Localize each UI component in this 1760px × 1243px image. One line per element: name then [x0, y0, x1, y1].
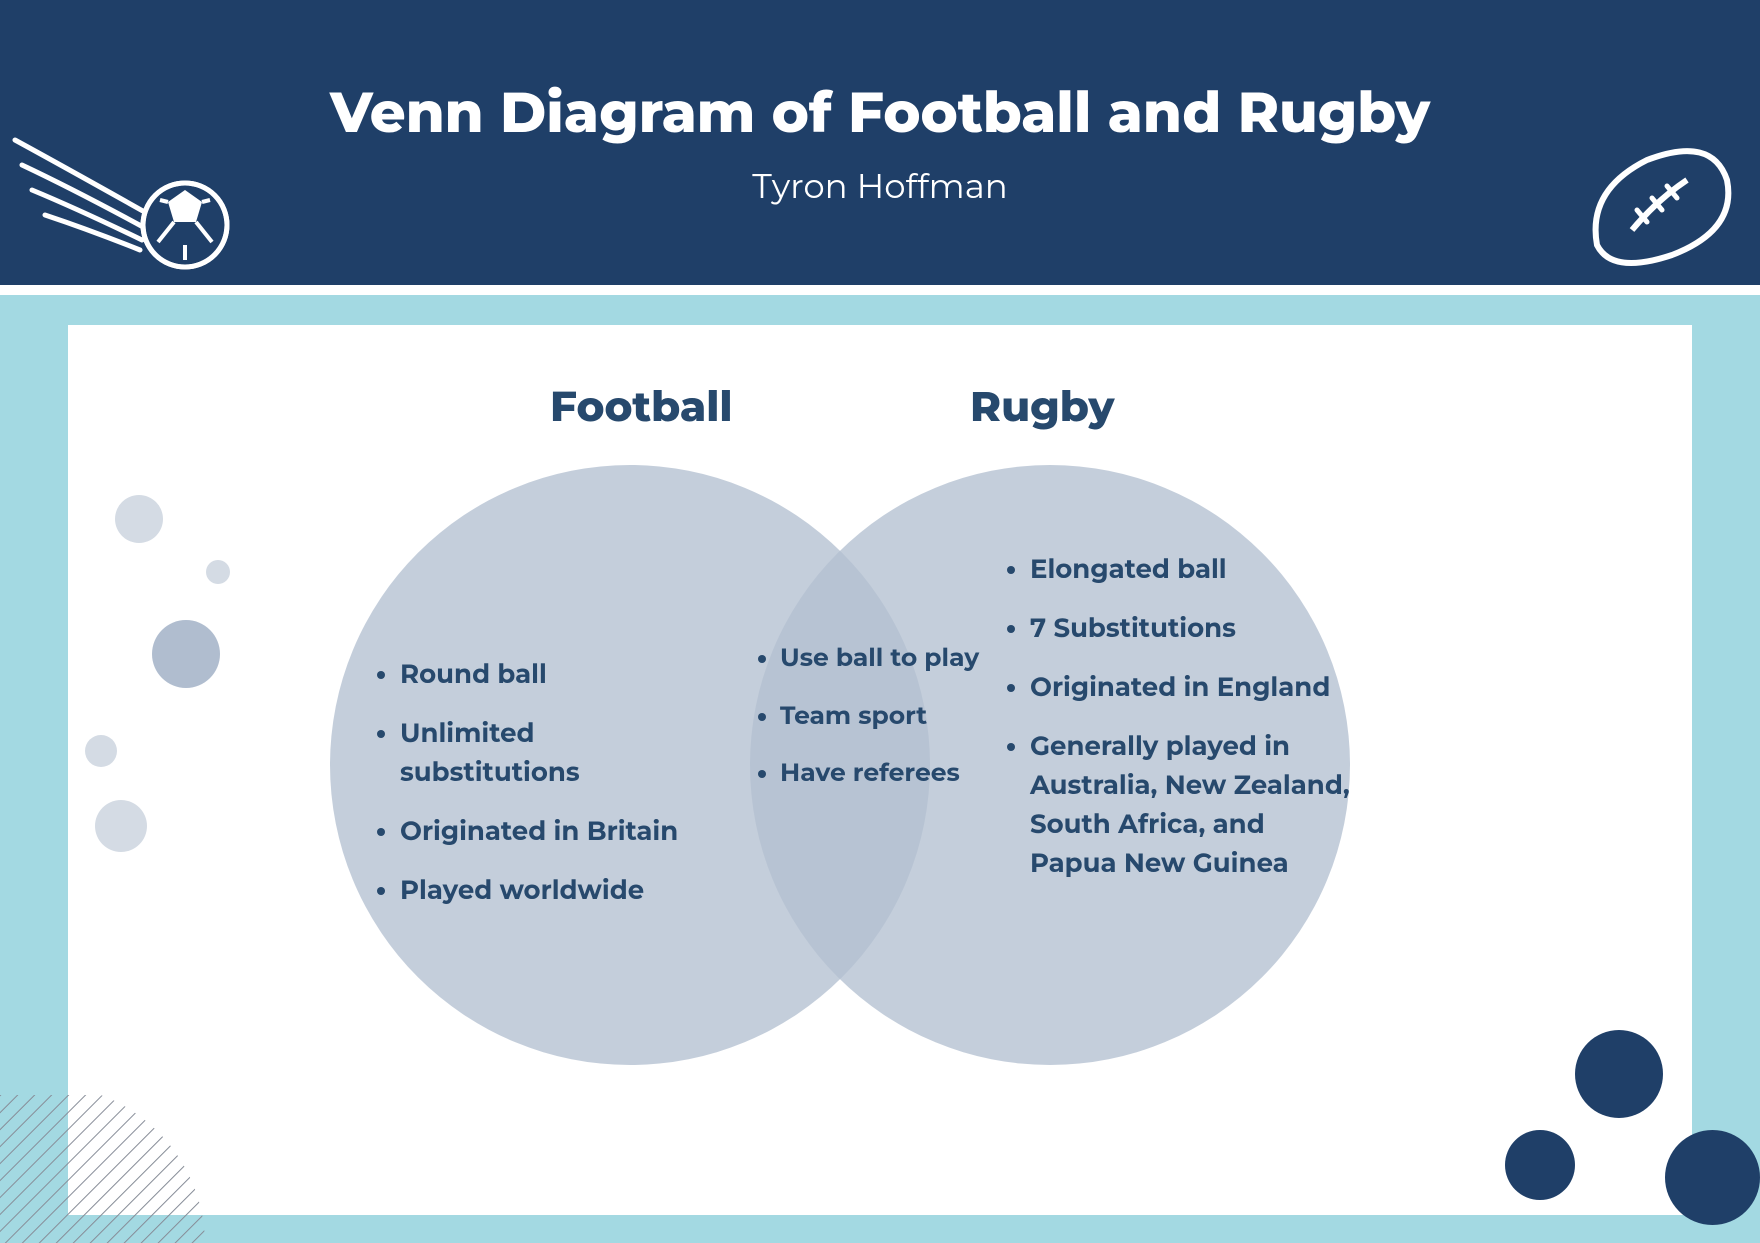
- venn-label-football: Football: [550, 380, 733, 432]
- hatch-pattern-icon: [0, 1095, 215, 1243]
- list-item: Played worldwide: [400, 871, 690, 910]
- rugby-items-list: Elongated ball 7 Substitutions Originate…: [1030, 550, 1350, 903]
- decorative-dot: [206, 560, 230, 584]
- list-item: Originated in England: [1030, 668, 1350, 707]
- list-item: Use ball to play: [780, 640, 990, 678]
- list-item: Originated in Britain: [400, 812, 690, 851]
- decorative-dot: [1575, 1030, 1663, 1118]
- intersection-items-list: Use ball to play Team sport Have referee…: [780, 640, 990, 813]
- list-item: Generally played in Australia, New Zeala…: [1030, 727, 1350, 883]
- list-item: Team sport: [780, 698, 990, 736]
- rugby-ball-icon: [1577, 140, 1742, 270]
- decorative-dot: [1505, 1130, 1575, 1200]
- header: Venn Diagram of Football and Rugby Tyron…: [0, 0, 1760, 285]
- page-title: Venn Diagram of Football and Rugby: [330, 79, 1430, 147]
- football-items-list: Round ball Unlimited substitutions Origi…: [400, 655, 690, 930]
- author-name: Tyron Hoffman: [752, 165, 1008, 207]
- venn-label-rugby: Rugby: [970, 380, 1114, 432]
- decorative-dot: [1665, 1130, 1760, 1225]
- list-item: Round ball: [400, 655, 690, 694]
- list-item: Elongated ball: [1030, 550, 1350, 589]
- list-item: 7 Substitutions: [1030, 609, 1350, 648]
- decorative-dot: [95, 800, 147, 852]
- decorative-dot: [85, 735, 117, 767]
- list-item: Have referees: [780, 755, 990, 793]
- soccer-ball-icon: [10, 130, 270, 270]
- venn-diagram: Football Rugby Round ball Unlimited subs…: [330, 380, 1430, 1200]
- decorative-dot: [115, 495, 163, 543]
- list-item: Unlimited substitutions: [400, 714, 690, 792]
- decorative-dot: [152, 620, 220, 688]
